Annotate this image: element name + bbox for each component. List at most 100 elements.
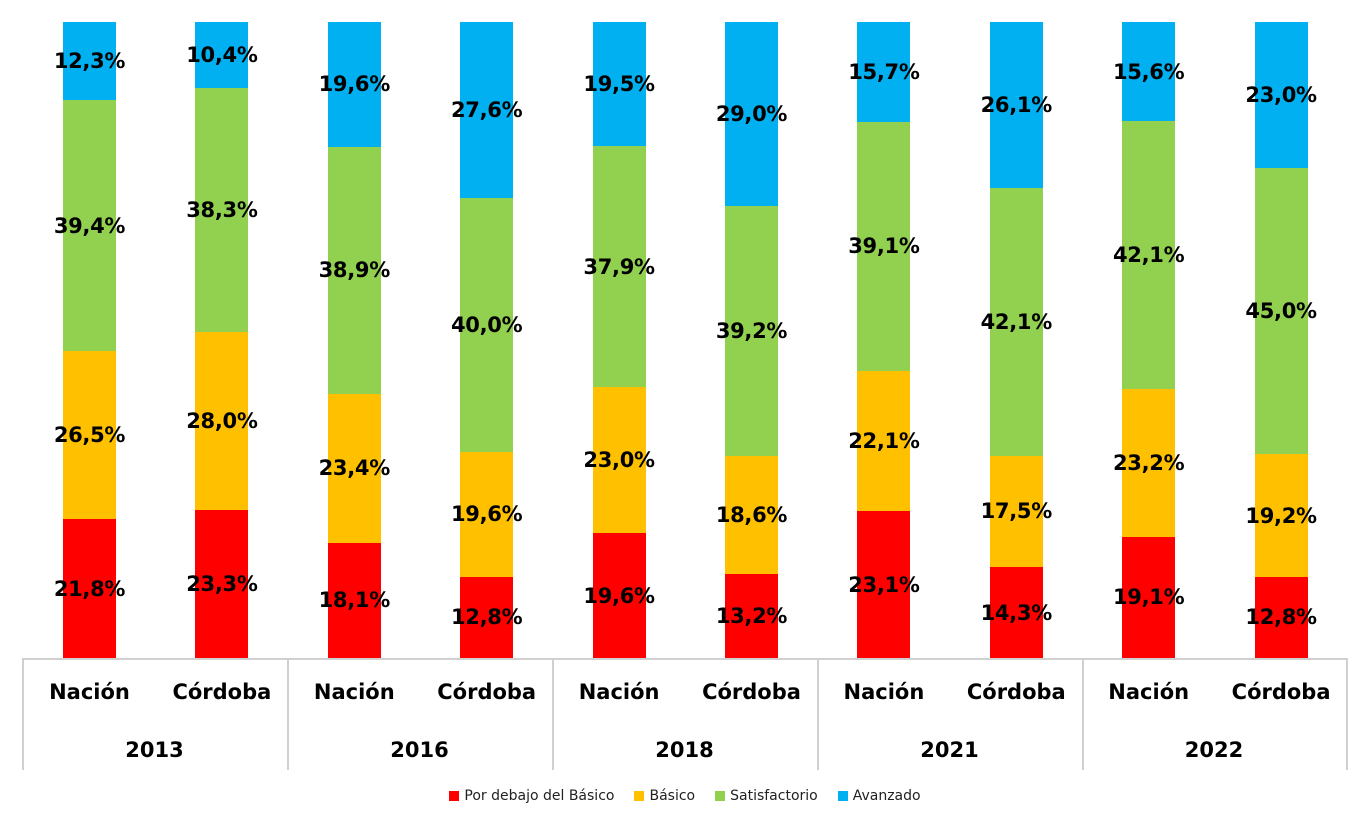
group-label-2018: 2018 — [655, 738, 714, 762]
data-label: 19,2% — [1245, 503, 1317, 528]
category-label: Córdoba — [437, 680, 537, 704]
segment-por-debajo-del-básico: 19,1% — [1113, 536, 1185, 658]
segment-avanzado: 26,1% — [981, 22, 1052, 188]
data-label: 10,4% — [186, 43, 258, 68]
legend-swatch — [449, 791, 460, 801]
segment-satisfactorio: 42,1% — [1113, 121, 1185, 389]
data-label: 12,8% — [451, 605, 523, 630]
segment-básico: 26,5% — [54, 350, 125, 520]
segment-satisfactorio: 38,9% — [319, 146, 390, 395]
legend-item-avanzado: Avanzado — [837, 788, 921, 804]
group-label-2022: 2022 — [1184, 738, 1244, 762]
group-divider — [22, 658, 24, 770]
data-label: 22,1% — [848, 428, 920, 453]
segment-básico: 19,6% — [451, 451, 523, 577]
data-label: 13,2% — [715, 604, 788, 629]
segment-por-debajo-del-básico: 13,2% — [716, 574, 787, 658]
data-label: 18,1% — [318, 588, 391, 613]
segment-avanzado: 12,3% — [54, 22, 125, 101]
segment-por-debajo-del-básico: 19,6% — [583, 533, 655, 658]
data-label: 26,5% — [53, 423, 126, 448]
segment-avanzado: 23,0% — [1245, 22, 1317, 169]
segment-básico: 23,4% — [319, 394, 390, 543]
data-label: 23,4% — [318, 456, 391, 481]
data-label: 23,2% — [1113, 450, 1185, 475]
data-label: 12,8% — [1245, 605, 1317, 630]
legend-label: Avanzado — [852, 788, 921, 804]
data-label: 23,0% — [583, 448, 655, 473]
legend-item-por-debajo-del-básico: Por debajo del Básico — [449, 788, 614, 804]
axis-baseline — [22, 658, 1347, 660]
data-label: 29,0% — [715, 102, 788, 127]
data-label: 39,1% — [848, 234, 920, 259]
data-label: 19,6% — [318, 72, 391, 97]
data-label: 23,1% — [848, 572, 920, 597]
data-label: 38,3% — [186, 197, 258, 222]
segment-satisfactorio: 39,1% — [848, 121, 920, 371]
segment-por-debajo-del-básico: 18,1% — [319, 542, 390, 658]
data-label: 39,4% — [53, 213, 126, 238]
legend: Por debajo del Básico Básico Satisfactorio… — [0, 788, 1370, 805]
segment-básico: 28,0% — [186, 331, 258, 510]
legend-swatch — [634, 791, 645, 801]
segment-satisfactorio: 40,0% — [451, 197, 523, 452]
data-label: 14,3% — [980, 600, 1053, 625]
segment-básico: 18,6% — [716, 455, 787, 575]
data-label: 23,3% — [186, 571, 258, 596]
legend-swatch — [715, 791, 726, 801]
data-label: 45,0% — [1245, 299, 1317, 324]
bar-2022-nación: 19,1% 23,2% 42,1% 15,6% — [1113, 22, 1185, 658]
segment-por-debajo-del-básico: 23,1% — [848, 511, 920, 658]
group-divider — [552, 658, 554, 770]
data-label: 18,6% — [715, 502, 788, 527]
data-label: 15,6% — [1113, 59, 1185, 84]
segment-avanzado: 19,5% — [583, 22, 655, 147]
segment-avanzado: 15,6% — [1113, 22, 1185, 122]
data-label: 40,0% — [451, 312, 523, 337]
legend-label: Básico — [649, 788, 696, 804]
group-label-2021: 2021 — [920, 738, 979, 762]
category-label: Córdoba — [702, 680, 801, 704]
data-label: 15,7% — [848, 59, 920, 84]
segment-por-debajo-del-básico: 14,3% — [981, 567, 1052, 658]
segment-satisfactorio: 42,1% — [981, 187, 1052, 456]
bar-2018-nación: 19,6% 23,0% 37,9% 19,5% — [583, 22, 655, 658]
legend-swatch — [837, 791, 848, 801]
segment-avanzado: 15,7% — [848, 22, 920, 122]
data-label: 19,1% — [1113, 585, 1185, 610]
bar-2013-nación: 21,8% 26,5% 39,4% 12,3% — [54, 22, 125, 658]
segment-satisfactorio: 37,9% — [583, 146, 655, 388]
segment-por-debajo-del-básico: 12,8% — [451, 576, 523, 658]
data-label: 19,6% — [583, 583, 655, 608]
segment-por-debajo-del-básico: 12,8% — [1245, 576, 1317, 658]
category-label: Nación — [843, 680, 925, 704]
bar-2016-nación: 18,1% 23,4% 38,9% 19,6% — [319, 22, 390, 658]
category-label: Nación — [1108, 680, 1190, 704]
legend-item-satisfactorio: Satisfactorio — [715, 788, 818, 804]
bar-2022-córdoba: 12,8% 19,2% 45,0% 23,0% — [1245, 22, 1317, 658]
data-label: 27,6% — [451, 97, 523, 122]
segment-satisfactorio: 39,4% — [54, 100, 125, 351]
legend-label: Satisfactorio — [730, 788, 818, 804]
data-label: 21,8% — [53, 576, 126, 601]
segment-por-debajo-del-básico: 23,3% — [186, 509, 258, 658]
data-label: 42,1% — [1113, 243, 1185, 268]
bar-2013-córdoba: 23,3% 28,0% 38,3% 10,4% — [186, 22, 258, 658]
segment-básico: 19,2% — [1245, 454, 1317, 577]
segment-satisfactorio: 38,3% — [186, 88, 258, 332]
group-divider — [1082, 658, 1084, 770]
segment-básico: 23,0% — [583, 387, 655, 534]
segment-satisfactorio: 45,0% — [1245, 168, 1317, 455]
data-label: 42,1% — [980, 309, 1053, 334]
data-label: 23,0% — [1245, 83, 1317, 108]
segment-avanzado: 10,4% — [186, 22, 258, 89]
data-label: 39,2% — [715, 319, 788, 344]
group-label-2013: 2013 — [125, 738, 184, 762]
bar-2021-nación: 23,1% 22,1% 39,1% 15,7% — [848, 22, 920, 658]
data-label: 37,9% — [583, 254, 655, 279]
data-label: 19,6% — [451, 502, 523, 527]
category-label: Córdoba — [966, 680, 1066, 704]
segment-avanzado: 29,0% — [716, 22, 787, 207]
group-divider — [817, 658, 819, 770]
